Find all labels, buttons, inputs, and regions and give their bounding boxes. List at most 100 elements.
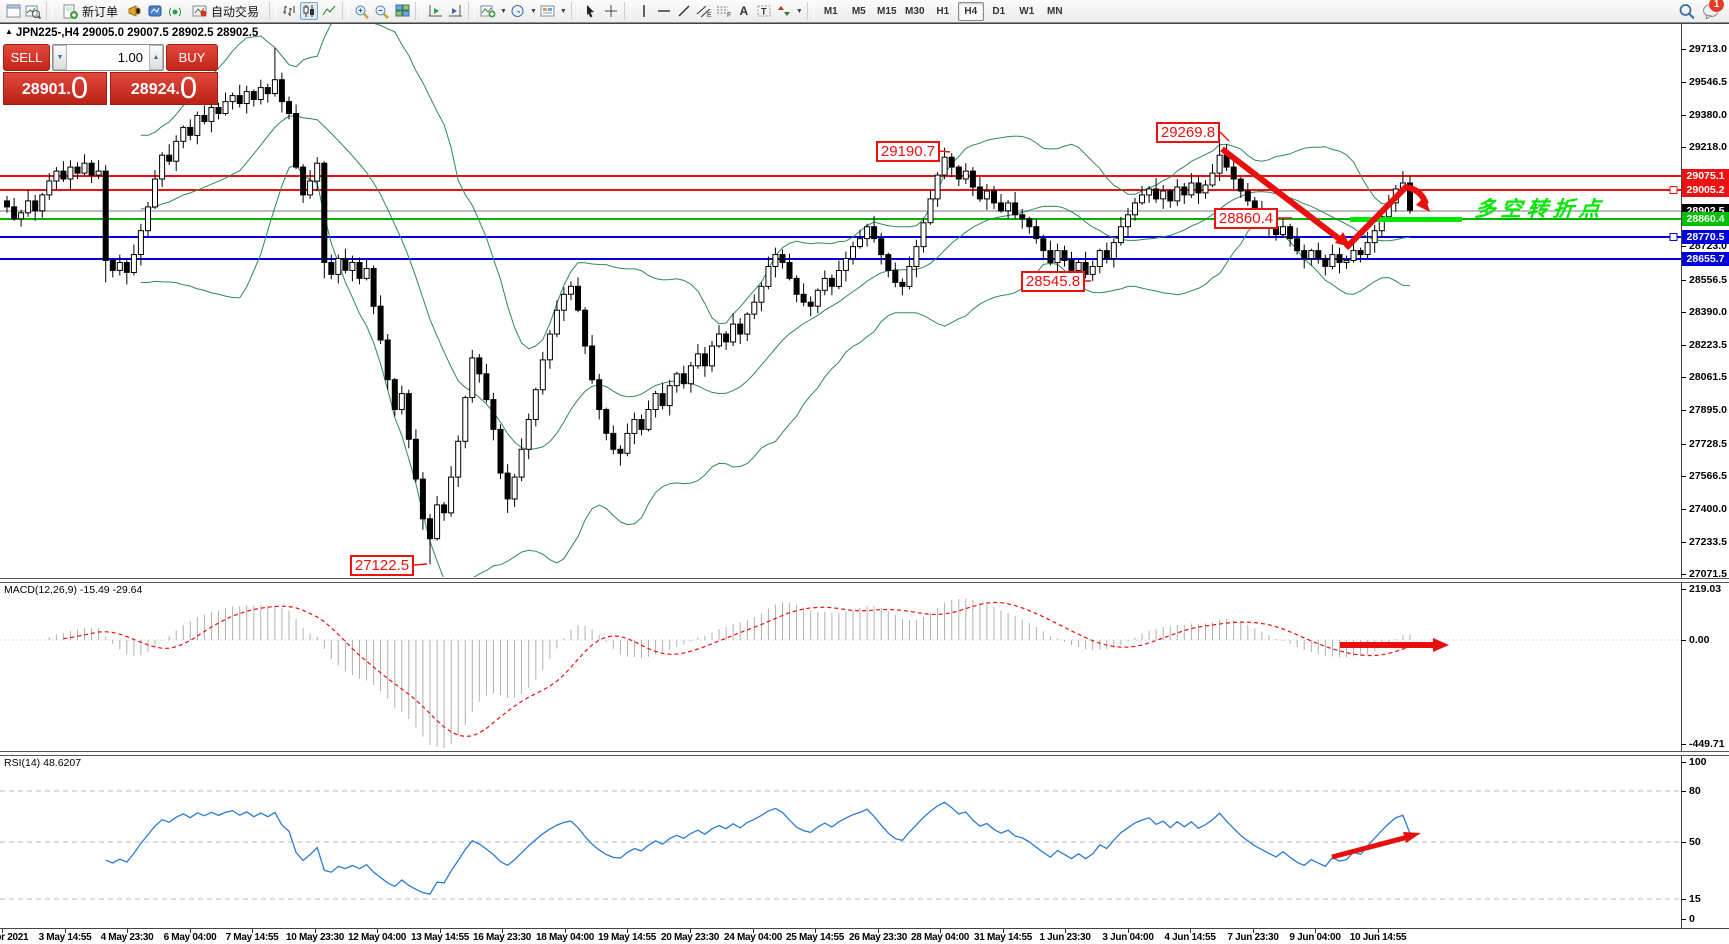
main-macd-separator[interactable] [0,578,1729,583]
time-tickmark [565,929,566,933]
tile-windows-icon[interactable] [393,2,411,20]
tf-m30-button[interactable]: M30 [905,5,925,17]
time-axis-border [0,928,1729,929]
search-icon[interactable] [1677,2,1695,20]
templates-caret-icon[interactable]: ▼ [559,7,567,15]
time-tickmark [1378,929,1379,933]
macd-signal-value: -29.64 [112,584,143,596]
cursor-tool-icon[interactable] [582,2,600,20]
text-label-tool-icon[interactable]: T [755,2,773,20]
new-order-icon [63,4,78,19]
time-axis-label: 7 Jun 23:30 [1227,932,1279,943]
vertical-line-tool-icon[interactable] [635,2,653,20]
indicator-axis-label: 80 [1689,785,1701,797]
signals-icon[interactable] [166,2,184,20]
volume-up-button[interactable]: ▲ [149,45,163,70]
price-axis-label: 27566.5 [1689,470,1727,482]
volume-value[interactable]: 1.00 [117,50,143,65]
price-tickmark [1681,49,1686,50]
chart-area[interactable] [0,23,1729,944]
templates-icon[interactable] [539,2,557,20]
buy-price-pip: 0 [179,70,198,105]
megaphone-icon[interactable] [126,2,144,20]
time-tickmark [502,929,503,933]
price-callout[interactable]: 28860.4 [1214,208,1278,229]
tf-h4-button[interactable]: H4 [957,1,984,21]
indicator-axis-label: 0.00 [1689,634,1710,646]
price-axis-label: 27400.0 [1689,503,1727,515]
time-axis-label: 1 Jun 23:30 [1039,932,1091,943]
text-tool-icon[interactable]: A [739,4,749,18]
line-chart-type-icon[interactable] [320,2,338,20]
price-tickmark [1681,82,1686,83]
price-callout[interactable]: 27122.5 [350,555,414,576]
symbol-marker-icon: ▲ [5,27,13,36]
periods-clock-icon[interactable] [509,2,527,20]
time-tickmark [1190,929,1191,933]
trendline-tool-icon[interactable] [675,2,693,20]
tf-d1-button[interactable]: D1 [992,5,1006,17]
chart-preview-icon[interactable] [24,2,42,20]
time-axis-label: 19 May 14:55 [597,932,657,943]
chat-icon[interactable]: 1 [1701,0,1724,20]
buy-price-panel[interactable]: 28924. 0 [110,72,218,105]
autotrading-button[interactable]: 自动交易 [186,1,265,21]
crosshair-tool-icon[interactable] [602,2,620,20]
svg-text:T: T [761,7,767,17]
time-axis-label: 26 May 23:30 [848,932,908,943]
new-order-button[interactable]: 新订单 [57,1,124,21]
charts-list-icon[interactable] [4,2,22,20]
time-axis-label: 4 May 23:30 [100,932,154,943]
indicators-caret-icon[interactable]: ▼ [500,7,507,15]
periods-caret-icon[interactable]: ▼ [529,7,537,15]
horizontal-line-tool-icon[interactable] [655,2,673,20]
time-tickmark [753,929,754,933]
sell-button[interactable]: SELL [3,44,50,71]
volume-down-button[interactable]: ▼ [53,45,67,70]
channel-tool-icon[interactable]: E [695,2,713,20]
time-axis-label: 25 May 14:55 [785,932,845,943]
chart-shift-icon[interactable] [446,2,464,20]
metaeditor-icon[interactable] [146,2,164,20]
tf-m1-button[interactable]: M1 [823,5,838,17]
auto-scroll-icon[interactable] [426,2,444,20]
zoom-out-icon[interactable] [373,2,391,20]
zoom-in-icon[interactable] [353,2,371,20]
bar-chart-type-icon[interactable] [280,2,298,20]
time-axis-label: 3 May 14:55 [38,932,92,943]
indicator-axis-label: 15 [1689,893,1701,905]
fibonacci-tool-icon[interactable]: F [715,2,733,20]
toolbar-separator [415,2,423,20]
price-tickmark [1681,410,1686,411]
price-axis-label: 29218.0 [1689,141,1727,153]
tf-mn-button[interactable]: MN [1047,5,1063,17]
arrows-caret-icon[interactable]: ▼ [795,7,803,15]
buy-button[interactable]: BUY [166,44,218,71]
arrows-tool-icon[interactable] [775,2,793,20]
time-axis-label: 16 May 23:30 [472,932,532,943]
toolbar: 新订单 自动交易 [0,0,1729,23]
price-callout[interactable]: 28545.8 [1021,271,1085,292]
time-axis-label: 18 May 04:00 [535,932,595,943]
time-tickmark [127,929,128,933]
time-axis-label: 31 May 14:55 [973,932,1033,943]
tf-m5-button[interactable]: M5 [851,5,866,17]
price-callout[interactable]: 29269.8 [1156,122,1220,143]
indicator-tickmark [1681,842,1686,843]
sell-price: 28901. [21,81,71,98]
indicators-add-icon[interactable] [479,2,497,20]
chat-badge: 1 [1709,0,1724,12]
toolbar-separator [46,2,53,20]
sell-price-panel[interactable]: 28901. 0 [3,72,107,105]
new-order-label: 新订单 [82,4,119,19]
price-axis-label: 27071.5 [1689,568,1727,580]
indicator-tickmark [1681,899,1686,900]
macd-rsi-separator[interactable] [0,751,1729,756]
tf-h1-button[interactable]: H1 [936,5,950,17]
candlestick-chart-type-icon[interactable] [300,2,319,20]
price-callout[interactable]: 29190.7 [876,141,940,162]
tf-m15-button[interactable]: M15 [877,5,897,17]
tf-w1-button[interactable]: W1 [1019,5,1035,17]
svg-text:F: F [727,12,731,18]
